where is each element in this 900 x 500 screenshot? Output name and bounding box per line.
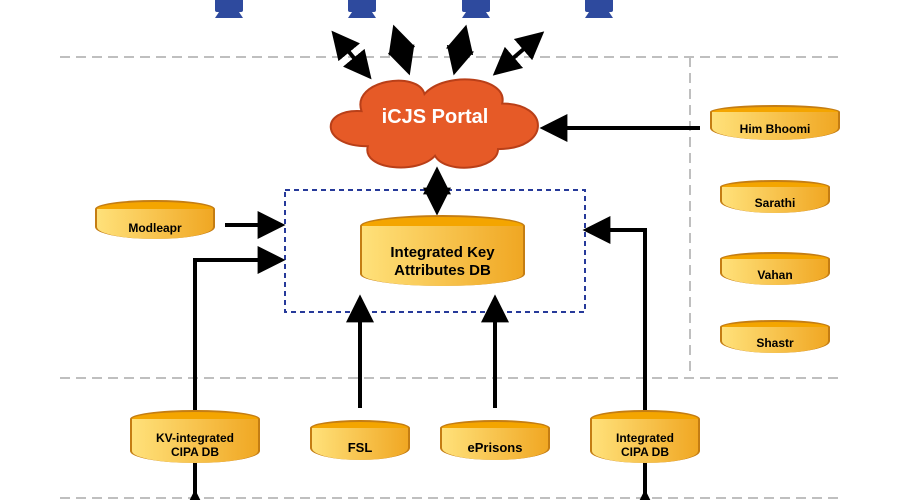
db-cylinder-shastr: Shastr: [720, 320, 830, 353]
user-icon: [585, 0, 613, 18]
arrow: [395, 30, 408, 70]
arrow: [497, 35, 540, 72]
cylinder-label: Modleapr: [95, 209, 215, 239]
cylinder-label: KV-integratedCIPA DB: [130, 419, 260, 463]
arrow: [335, 35, 368, 75]
cylinder-label: Him Bhoomi: [710, 112, 840, 140]
user-icon: [215, 0, 243, 18]
user-icon: [348, 0, 376, 18]
db-cylinder-eprisons: ePrisons: [440, 420, 550, 460]
db-cylinder-integrated: Integrated KeyAttributes DB: [360, 215, 525, 286]
cylinder-label: IntegratedCIPA DB: [590, 419, 700, 463]
cylinder-label: ePrisons: [440, 428, 550, 460]
db-cylinder-sarathi: Sarathi: [720, 180, 830, 213]
db-cylinder-kv_cipa: KV-integratedCIPA DB: [130, 410, 260, 463]
cylinder-label: Integrated KeyAttributes DB: [360, 226, 525, 286]
db-cylinder-fsl: FSL: [310, 420, 410, 460]
user-icon: [462, 0, 490, 18]
arrow: [455, 30, 465, 70]
db-cylinder-int_cipa: IntegratedCIPA DB: [590, 410, 700, 463]
cylinder-label: Vahan: [720, 259, 830, 285]
cloud-label: iCJS Portal: [330, 106, 540, 129]
db-cylinder-modleapr: Modleapr: [95, 200, 215, 239]
cylinder-label: Sarathi: [720, 187, 830, 213]
db-cylinder-vahan: Vahan: [720, 252, 830, 285]
db-cylinder-him: Him Bhoomi: [710, 105, 840, 140]
cylinder-label: FSL: [310, 428, 410, 460]
cylinder-label: Shastr: [720, 327, 830, 353]
